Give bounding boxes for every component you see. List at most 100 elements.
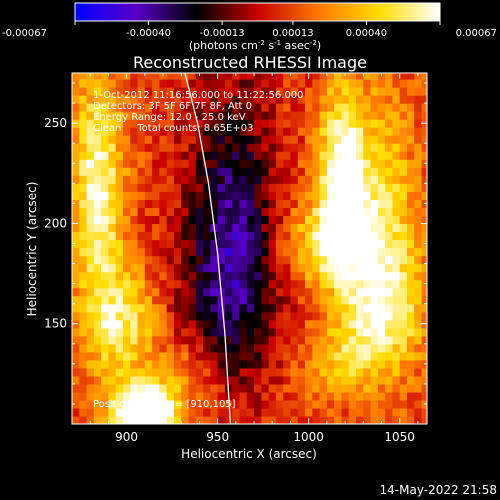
heatmap-cell <box>312 351 321 361</box>
heatmap-cell <box>86 87 95 96</box>
heatmap-cell <box>210 199 219 208</box>
heatmap-cell <box>239 215 248 225</box>
heatmap-cell <box>217 151 226 160</box>
colorbar-ticks: -0.00067 -0.00040 -0.00013 0.00013 0.00040 0.… <box>2 21 497 39</box>
heatmap-cell <box>224 79 233 88</box>
heatmap-cell <box>312 383 321 393</box>
heatmap-cell <box>392 319 401 329</box>
heatmap-cell <box>406 151 415 160</box>
heatmap-cell <box>326 199 335 208</box>
heatmap-cell <box>137 279 146 289</box>
heatmap-cell <box>283 303 292 313</box>
heatmap-cell <box>268 175 277 184</box>
heatmap-cell <box>203 255 211 265</box>
heatmap-cell <box>152 73 160 80</box>
heatmap-cell <box>290 191 299 200</box>
heatmap-cell <box>326 415 335 424</box>
heatmap-cell <box>341 263 350 273</box>
heatmap-cell <box>268 111 277 120</box>
y-tick-label: 150 <box>44 317 67 331</box>
heatmap-cell <box>224 215 233 225</box>
heatmap-cell <box>392 271 401 281</box>
heatmap-cell <box>232 343 241 353</box>
heatmap-cell <box>290 199 299 208</box>
heatmap-cell <box>297 351 306 361</box>
heatmap-cell <box>399 207 408 216</box>
heatmap-cell <box>268 215 277 225</box>
heatmap-cell <box>115 271 124 281</box>
heatmap-cell <box>152 343 160 353</box>
heatmap-cell <box>283 415 292 424</box>
heatmap-cell <box>130 295 139 305</box>
heatmap-cell <box>348 223 357 233</box>
heatmap-cell <box>173 255 182 265</box>
heatmap-cell <box>399 95 408 104</box>
heatmap-cell <box>203 111 211 120</box>
heatmap-cell <box>246 151 255 160</box>
heatmap-cell <box>290 407 299 417</box>
heatmap-cell <box>72 287 80 297</box>
heatmap-cell <box>173 215 182 225</box>
heatmap-cell <box>319 183 328 192</box>
heatmap-cell <box>406 231 415 241</box>
heatmap-cell <box>283 295 292 305</box>
heatmap-cell <box>159 151 168 160</box>
heatmap-cell <box>181 119 190 128</box>
heatmap-cell <box>341 375 350 385</box>
heatmap-cell <box>392 279 401 289</box>
heatmap-cell <box>275 255 284 265</box>
heatmap-cell <box>348 135 357 144</box>
heatmap-cell <box>275 191 284 200</box>
heatmap-cell <box>414 73 423 80</box>
annotation-energy-range: Energy Range: 12.0 - 25.0 keV <box>93 112 246 123</box>
heatmap-cell <box>159 175 168 184</box>
heatmap-cell <box>86 375 95 385</box>
heatmap-cell <box>166 327 175 337</box>
heatmap-cell <box>232 311 241 321</box>
heatmap-cell <box>210 415 219 424</box>
heatmap-cell <box>385 215 394 225</box>
heatmap-cell <box>224 271 233 281</box>
heatmap-cell <box>392 367 401 377</box>
heatmap-cell <box>363 151 372 160</box>
annotations: 1-Oct-2012 11:16:56.000 to 11:22:56.000 … <box>93 90 304 134</box>
heatmap-cell <box>86 95 95 104</box>
heatmap-cell <box>152 95 160 104</box>
heatmap-cell <box>392 351 401 361</box>
heatmap-cell <box>79 223 88 233</box>
heatmap-cell <box>414 79 423 88</box>
heatmap-cell <box>261 191 270 200</box>
heatmap-cell <box>79 231 88 241</box>
heatmap-cell <box>326 311 335 321</box>
heatmap-cell <box>399 87 408 96</box>
heatmap-cell <box>341 151 350 160</box>
heatmap-cell <box>341 303 350 313</box>
heatmap-cell <box>305 375 313 385</box>
heatmap-cell <box>254 119 262 128</box>
heatmap-cell <box>326 87 335 96</box>
heatmap-cell <box>261 295 270 305</box>
heatmap-cell <box>414 103 423 112</box>
heatmap-cell <box>334 367 343 377</box>
heatmap-cell <box>421 343 427 353</box>
heatmap-cell <box>385 303 394 313</box>
heatmap-cell <box>254 135 262 144</box>
heatmap-cell <box>79 391 88 401</box>
heatmap-cell <box>122 239 131 249</box>
heatmap-cell <box>122 199 131 208</box>
heatmap-cell <box>290 231 299 241</box>
heatmap-cell <box>159 167 168 176</box>
heatmap-cell <box>246 95 255 104</box>
heatmap-cell <box>283 343 292 353</box>
heatmap-cell <box>101 367 110 377</box>
heatmap-cell <box>188 103 197 112</box>
heatmap-cell <box>159 103 168 112</box>
heatmap-cell <box>363 383 372 393</box>
heatmap-cell <box>122 367 131 377</box>
heatmap-cell <box>93 175 102 184</box>
heatmap-cell <box>297 367 306 377</box>
heatmap-cell <box>268 319 277 329</box>
heatmap-cell <box>305 111 313 120</box>
heatmap-cell <box>173 367 182 377</box>
heatmap-cell <box>254 231 262 241</box>
